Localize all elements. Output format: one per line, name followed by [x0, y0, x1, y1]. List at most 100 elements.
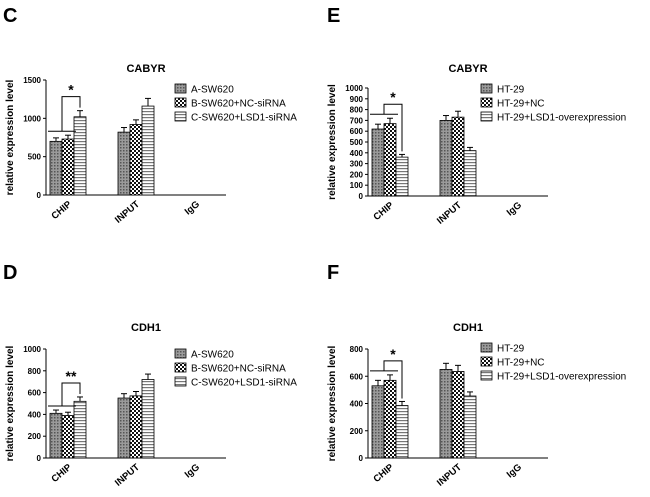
x-category-label: IgG — [183, 199, 202, 218]
panel-letter: F — [327, 262, 339, 284]
bar-input-2 — [129, 395, 143, 459]
legend-label: B-SW620+NC-siRNA — [191, 364, 286, 375]
y-tick-label: 200 — [28, 432, 42, 441]
x-category-label: IgG — [505, 462, 524, 481]
y-tick-label: 0 — [359, 454, 364, 463]
legend-swatch — [480, 97, 493, 108]
y-tick-label: 0 — [37, 191, 42, 200]
bar-chip-1 — [371, 128, 385, 197]
y-tick-label: 700 — [350, 116, 364, 125]
y-tick-label: 900 — [350, 95, 364, 104]
bar-chip-3 — [73, 400, 87, 459]
legend-label: A-SW620 — [191, 85, 234, 96]
panel-letter: D — [3, 262, 17, 284]
chart-panel-c: C CABYR relative expression level 0 500 1000 1… — [3, 5, 297, 226]
significance-bracket — [61, 96, 81, 132]
significance-bracket — [61, 382, 81, 407]
x-category-label: IgG — [505, 200, 524, 219]
chart-title: CDH1 — [453, 322, 483, 334]
legend-swatch — [174, 376, 187, 387]
legend-label: C-SW620+LSD1-siRNA — [191, 113, 297, 124]
chart-title: CDH1 — [131, 322, 161, 334]
bar-chip-2 — [383, 123, 397, 197]
bar-chip-3 — [73, 116, 87, 196]
bar-chip-2 — [383, 379, 397, 459]
panel-letter: E — [327, 5, 340, 27]
legend-swatch — [174, 83, 187, 94]
y-tick-label: 800 — [350, 345, 364, 354]
legend-swatch — [480, 342, 493, 353]
bar-input-3 — [463, 150, 477, 197]
y-tick-label: 800 — [350, 106, 364, 115]
y-tick-label: 200 — [350, 427, 364, 436]
y-tick-label: 500 — [28, 153, 42, 162]
significance-marker: * — [390, 346, 396, 362]
y-tick-label: 0 — [37, 454, 42, 463]
y-axis-label: relative expression level — [327, 84, 338, 200]
chart-panel-e: E CABYR relative expression level 0 100 20030… — [327, 5, 626, 227]
y-tick-label: 600 — [350, 372, 364, 381]
bar-input-1 — [439, 369, 453, 459]
y-tick-label: 1000 — [23, 114, 41, 123]
bar-input-2 — [451, 371, 465, 459]
y-axis-label: relative expression level — [5, 79, 16, 195]
bar-input-1 — [117, 397, 131, 459]
bar-input-3 — [141, 379, 155, 459]
bar-chip-2 — [61, 415, 75, 459]
y-tick-label: 1000 — [23, 345, 41, 354]
legend-label: A-SW620 — [191, 350, 234, 361]
x-category-label: CHIP — [371, 199, 396, 222]
significance-bracket — [383, 360, 403, 399]
y-axis-label: relative expression level — [5, 345, 16, 461]
y-tick-label: 0 — [359, 192, 364, 201]
legend-label: HT-29+LSD1-overexpression — [497, 372, 626, 383]
bar-input-3 — [141, 105, 155, 196]
bar-chip-1 — [49, 140, 63, 196]
legend-swatch — [480, 111, 493, 122]
x-category-label: CHIP — [371, 461, 396, 484]
y-axis-label: relative expression level — [327, 345, 338, 461]
legend-label: HT-29+NC — [497, 358, 545, 369]
y-tick-label: 300 — [350, 160, 364, 169]
bar-chip-3 — [395, 156, 409, 197]
bar-input-2 — [129, 124, 143, 196]
y-tick-label: 200 — [350, 170, 364, 179]
chart-title: CABYR — [448, 63, 487, 75]
chart-panel-d: D CDH1 relative expression level 0 200 400 600… — [3, 262, 297, 489]
bar-chip-3 — [395, 405, 409, 459]
legend-swatch — [174, 111, 187, 122]
x-category-label: CHIP — [49, 461, 74, 484]
y-tick-label: 400 — [350, 149, 364, 158]
x-category-label: INPUT — [113, 462, 142, 489]
legend-swatch — [480, 356, 493, 367]
legend-label: HT-29 — [497, 85, 525, 96]
x-category-label: CHIP — [49, 198, 74, 221]
significance-marker: * — [68, 82, 74, 98]
bar-input-1 — [117, 131, 131, 196]
bar-chip-1 — [49, 412, 63, 459]
y-tick-label: 100 — [350, 181, 364, 190]
y-tick-label: 800 — [28, 367, 42, 376]
legend-swatch — [174, 97, 187, 108]
x-category-label: INPUT — [113, 199, 142, 226]
y-tick-label: 400 — [350, 400, 364, 409]
bar-chip-2 — [61, 138, 75, 196]
x-category-label: IgG — [183, 462, 202, 481]
bar-input-1 — [439, 120, 453, 197]
legend-label: HT-29+NC — [497, 99, 545, 110]
bar-input-2 — [451, 116, 465, 197]
significance-bracket — [383, 103, 403, 152]
y-tick-label: 500 — [350, 138, 364, 147]
chart-title: CABYR — [126, 63, 165, 75]
chart-panel-f: F CDH1 relative expression level 0 200 400 600… — [327, 262, 626, 489]
y-tick-label: 1000 — [345, 84, 363, 93]
legend-swatch — [174, 348, 187, 359]
y-tick-label: 600 — [350, 127, 364, 136]
legend-swatch — [480, 370, 493, 381]
legend-label: HT-29+LSD1-overexpression — [497, 113, 626, 124]
y-tick-label: 400 — [28, 410, 42, 419]
legend-swatch — [480, 83, 493, 94]
legend-label: HT-29 — [497, 344, 525, 355]
y-tick-label: 600 — [28, 389, 42, 398]
